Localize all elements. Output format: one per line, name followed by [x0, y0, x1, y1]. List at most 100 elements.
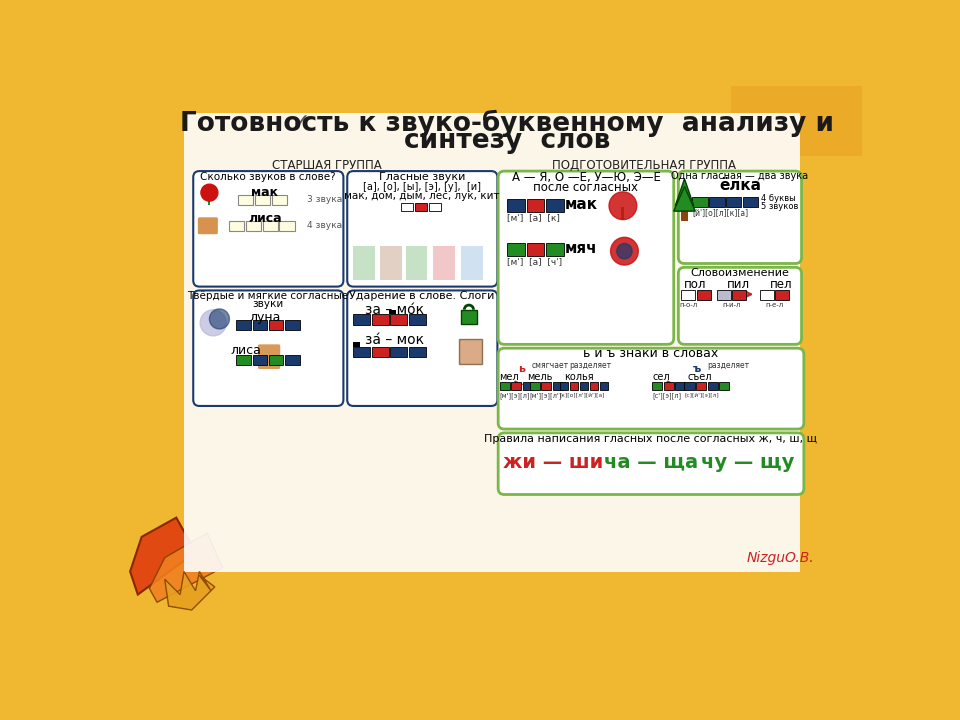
Text: Правила написания гласных после согласных ж, ч, ш, щ: Правила написания гласных после согласны…: [484, 434, 817, 444]
Text: лиса: лиса: [230, 344, 261, 357]
Text: ёлка: ёлка: [719, 179, 761, 193]
Text: мяч: мяч: [565, 241, 598, 256]
Text: ь: ь: [517, 364, 525, 374]
Bar: [246, 221, 261, 231]
FancyBboxPatch shape: [498, 433, 804, 495]
Text: ПОДГОТОВИТЕЛЬНАЯ ГРУППА: ПОДГОТОВИТЕЛЬНАЯ ГРУППА: [552, 159, 736, 172]
Text: [й'][о][л][к][а]: [й'][о][л][к][а]: [692, 208, 749, 217]
Circle shape: [201, 310, 227, 336]
Text: жи — ши: жи — ши: [503, 453, 604, 472]
Circle shape: [616, 243, 632, 259]
Bar: [391, 346, 407, 357]
Bar: [372, 315, 389, 325]
Bar: [663, 382, 674, 390]
Text: ъ: ъ: [692, 364, 701, 374]
Bar: [500, 382, 510, 390]
Bar: [285, 355, 300, 365]
FancyBboxPatch shape: [193, 290, 344, 406]
Bar: [236, 320, 251, 330]
Text: сел: сел: [653, 372, 670, 382]
Bar: [708, 382, 718, 390]
Polygon shape: [150, 533, 223, 603]
Text: NizguO.B.: NizguO.B.: [747, 551, 815, 564]
Bar: [523, 382, 533, 390]
Bar: [743, 197, 758, 207]
Bar: [238, 195, 253, 205]
Bar: [546, 199, 564, 212]
Text: съел: съел: [687, 372, 712, 382]
Text: Словоизменение: Словоизменение: [690, 268, 789, 278]
Bar: [269, 355, 283, 365]
Text: Ударение в слове. Слоги: Ударение в слове. Слоги: [349, 291, 494, 301]
Text: Сколько звуков в слове?: Сколько звуков в слове?: [200, 172, 336, 182]
Bar: [236, 355, 251, 365]
Text: звуки: звуки: [252, 300, 283, 310]
Bar: [697, 289, 710, 300]
Text: ✓: ✓: [292, 113, 310, 133]
Text: мак: мак: [565, 197, 598, 212]
Polygon shape: [674, 186, 695, 211]
Text: А — Я, О —Е, У—Ю, Э—Е: А — Я, О —Е, У—Ю, Э—Е: [512, 171, 660, 184]
Text: [с][й'][э][л]: [с][й'][э][л]: [684, 392, 719, 397]
Bar: [228, 221, 244, 231]
Bar: [285, 320, 300, 330]
Bar: [527, 243, 544, 256]
Bar: [682, 289, 695, 300]
Text: разделяет: разделяет: [569, 361, 612, 370]
FancyBboxPatch shape: [498, 348, 804, 429]
Bar: [372, 346, 389, 357]
Bar: [459, 339, 482, 364]
Bar: [389, 310, 396, 315]
Bar: [409, 346, 426, 357]
Bar: [682, 204, 687, 221]
Text: п-и-л: п-и-л: [722, 302, 741, 308]
Circle shape: [609, 192, 636, 220]
Text: Одна гласная — два звука: Одна гласная — два звука: [671, 171, 808, 181]
Bar: [508, 243, 525, 256]
Bar: [353, 346, 371, 357]
Text: после согласных: после согласных: [534, 181, 638, 194]
Text: [с'][э][л]: [с'][э][л]: [652, 392, 682, 399]
Bar: [709, 197, 725, 207]
Circle shape: [611, 238, 638, 265]
Bar: [512, 382, 521, 390]
Bar: [527, 199, 544, 212]
Polygon shape: [165, 572, 215, 610]
Text: 4 звука: 4 звука: [307, 221, 343, 230]
Circle shape: [209, 309, 229, 329]
Bar: [675, 382, 685, 390]
Bar: [401, 202, 414, 211]
Text: разделяет: разделяет: [708, 361, 750, 370]
Text: 3 звука: 3 звука: [307, 195, 343, 204]
Text: за́ – мок: за́ – мок: [365, 333, 424, 348]
Bar: [731, 86, 861, 156]
Bar: [391, 315, 407, 325]
Bar: [652, 382, 662, 390]
Bar: [692, 197, 708, 207]
Bar: [589, 382, 598, 390]
Text: синтезу  слов: синтезу слов: [404, 128, 611, 154]
Circle shape: [689, 361, 705, 377]
Text: мак, дом, дым, лес, лук, кит: мак, дом, дым, лес, лук, кит: [345, 191, 499, 201]
Circle shape: [514, 361, 529, 377]
FancyBboxPatch shape: [679, 267, 802, 344]
Bar: [553, 382, 563, 390]
Bar: [415, 202, 427, 211]
Circle shape: [201, 184, 218, 201]
FancyBboxPatch shape: [679, 171, 802, 264]
Text: луна: луна: [250, 311, 280, 324]
Text: [а], [о], [ы], [э], [у],  [и]: [а], [о], [ы], [э], [у], [и]: [363, 181, 481, 192]
Text: лиса: лиса: [248, 212, 281, 225]
Text: [м'][э][л']: [м'][э][л']: [530, 392, 563, 399]
Text: [м']  [а]  [ч']: [м'] [а] [ч']: [508, 258, 563, 266]
Bar: [530, 382, 540, 390]
Text: пил: пил: [727, 278, 750, 291]
Bar: [272, 195, 287, 205]
Text: 4 буквы: 4 буквы: [761, 194, 796, 203]
Bar: [600, 382, 609, 390]
Text: ча — ща: ча — ща: [604, 453, 698, 472]
Text: Гласные звуки: Гласные звуки: [379, 172, 465, 182]
Text: [м'][э][л]: [м'][э][л]: [500, 392, 530, 399]
Text: Твёрдые и мягкие согласные: Твёрдые и мягкие согласные: [187, 291, 348, 301]
Bar: [461, 246, 483, 280]
